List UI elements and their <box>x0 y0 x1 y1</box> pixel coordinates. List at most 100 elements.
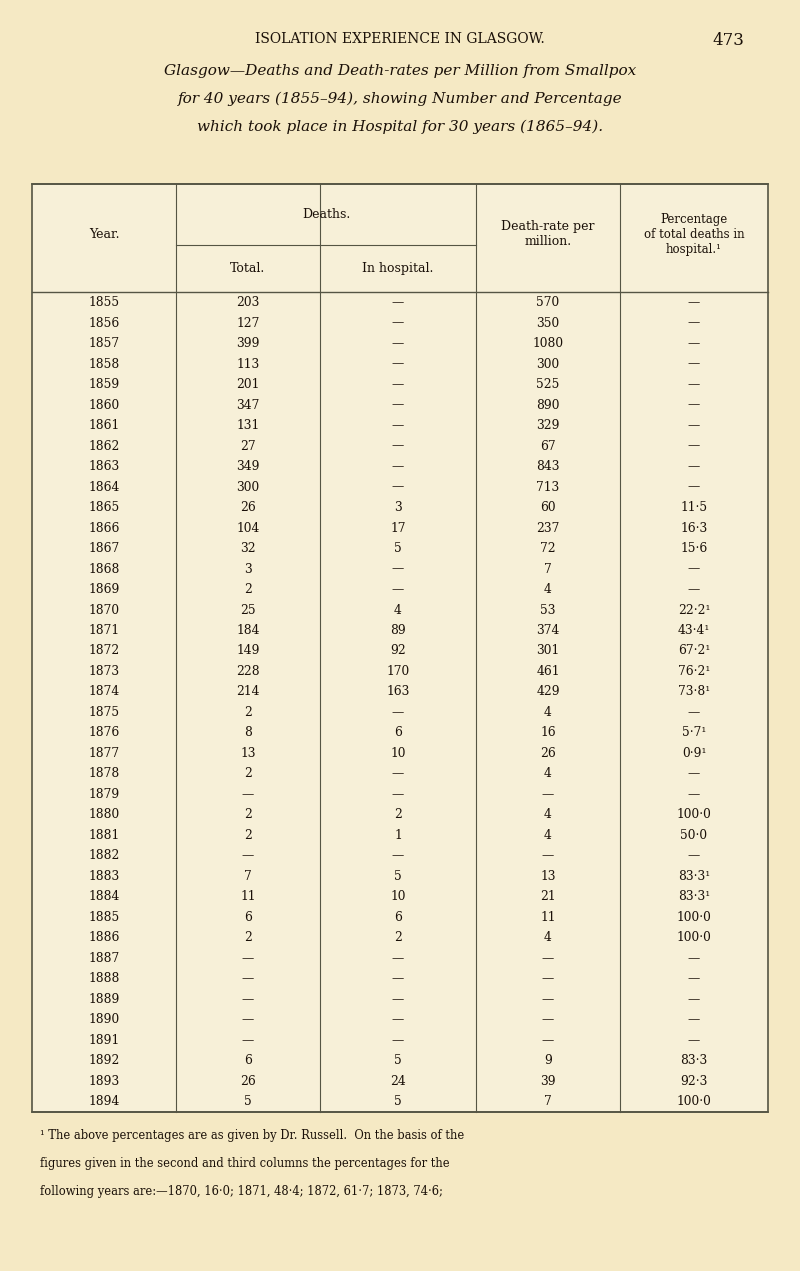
Text: Glasgow—Deaths and Death-rates per Million from Smallpox: Glasgow—Deaths and Death-rates per Milli… <box>164 64 636 78</box>
Text: 1883: 1883 <box>88 869 120 883</box>
Text: 25: 25 <box>240 604 256 616</box>
Text: 2: 2 <box>244 768 252 780</box>
Text: —: — <box>688 440 700 452</box>
Text: 1877: 1877 <box>89 747 119 760</box>
Text: 1862: 1862 <box>88 440 120 452</box>
Text: 149: 149 <box>236 644 260 657</box>
Text: 329: 329 <box>536 419 560 432</box>
Text: 203: 203 <box>236 296 260 309</box>
Text: —: — <box>242 952 254 965</box>
Text: 349: 349 <box>236 460 260 473</box>
Text: 53: 53 <box>540 604 556 616</box>
Text: 347: 347 <box>236 399 260 412</box>
Text: 1866: 1866 <box>88 521 120 535</box>
Text: 1: 1 <box>394 829 402 841</box>
Text: 11: 11 <box>540 911 556 924</box>
Text: —: — <box>392 1013 404 1027</box>
Text: 92·3: 92·3 <box>680 1075 708 1088</box>
Text: —: — <box>392 1033 404 1047</box>
Text: —: — <box>392 337 404 350</box>
Text: 399: 399 <box>236 337 260 350</box>
Text: 92: 92 <box>390 644 406 657</box>
Text: 1892: 1892 <box>88 1055 120 1068</box>
Text: 4: 4 <box>544 932 552 944</box>
Text: 1861: 1861 <box>88 419 120 432</box>
Text: 1882: 1882 <box>88 849 120 863</box>
Text: 1860: 1860 <box>88 399 120 412</box>
Text: —: — <box>688 583 700 596</box>
Text: 11: 11 <box>240 891 256 904</box>
Text: —: — <box>392 419 404 432</box>
Text: 1886: 1886 <box>88 932 120 944</box>
Text: —: — <box>392 480 404 493</box>
Text: 2: 2 <box>394 808 402 821</box>
Text: following years are:—1870, 16·0; 1871, 48·4; 1872, 61·7; 1873, 74·6;: following years are:—1870, 16·0; 1871, 4… <box>40 1185 443 1197</box>
Text: 1887: 1887 <box>88 952 120 965</box>
Text: 2: 2 <box>394 932 402 944</box>
Text: figures given in the second and third columns the percentages for the: figures given in the second and third co… <box>40 1157 450 1169</box>
Text: —: — <box>688 316 700 329</box>
Text: —: — <box>392 460 404 473</box>
Text: 4: 4 <box>544 705 552 719</box>
Text: 4: 4 <box>544 808 552 821</box>
Text: 7: 7 <box>544 1096 552 1108</box>
Text: 39: 39 <box>540 1075 556 1088</box>
Text: 2: 2 <box>244 583 252 596</box>
Text: —: — <box>242 1013 254 1027</box>
Text: —: — <box>242 1033 254 1047</box>
Text: 17: 17 <box>390 521 406 535</box>
Text: 214: 214 <box>236 685 260 699</box>
Text: 374: 374 <box>536 624 560 637</box>
Text: 1876: 1876 <box>88 727 120 740</box>
Text: 131: 131 <box>236 419 260 432</box>
Text: 26: 26 <box>240 1075 256 1088</box>
Text: 473: 473 <box>712 32 744 48</box>
Text: ISOLATION EXPERIENCE IN GLASGOW.: ISOLATION EXPERIENCE IN GLASGOW. <box>255 32 545 46</box>
Text: 5: 5 <box>394 1096 402 1108</box>
Text: —: — <box>242 993 254 1005</box>
Text: 184: 184 <box>236 624 260 637</box>
Text: 4: 4 <box>544 829 552 841</box>
Text: —: — <box>392 440 404 452</box>
Text: Year.: Year. <box>89 228 119 241</box>
Text: 228: 228 <box>236 665 260 677</box>
Text: 100·0: 100·0 <box>677 1096 711 1108</box>
Text: 10: 10 <box>390 747 406 760</box>
Text: 73·8¹: 73·8¹ <box>678 685 710 699</box>
Text: —: — <box>392 357 404 371</box>
Text: 3: 3 <box>244 563 252 576</box>
Text: 6: 6 <box>394 911 402 924</box>
Text: 890: 890 <box>536 399 560 412</box>
Text: 4: 4 <box>544 768 552 780</box>
Text: 1855: 1855 <box>89 296 119 309</box>
Text: 5: 5 <box>394 1055 402 1068</box>
Text: 1874: 1874 <box>88 685 120 699</box>
Text: 6: 6 <box>244 1055 252 1068</box>
Text: 7: 7 <box>544 563 552 576</box>
Text: 9: 9 <box>544 1055 552 1068</box>
Text: —: — <box>392 705 404 719</box>
Text: 1864: 1864 <box>88 480 120 493</box>
Text: 461: 461 <box>536 665 560 677</box>
Text: 60: 60 <box>540 501 556 513</box>
Text: —: — <box>688 1033 700 1047</box>
Text: 4: 4 <box>544 583 552 596</box>
Text: 104: 104 <box>236 521 260 535</box>
Text: 237: 237 <box>536 521 560 535</box>
Text: 5: 5 <box>244 1096 252 1108</box>
Text: —: — <box>688 1013 700 1027</box>
Text: —: — <box>688 399 700 412</box>
Text: —: — <box>688 296 700 309</box>
Text: —: — <box>542 849 554 863</box>
Text: —: — <box>688 952 700 965</box>
Text: which took place in Hospital for 30 years (1865–94).: which took place in Hospital for 30 year… <box>197 119 603 133</box>
Text: Deaths.: Deaths. <box>302 208 350 221</box>
Text: In hospital.: In hospital. <box>362 262 434 276</box>
Text: —: — <box>542 952 554 965</box>
Text: 163: 163 <box>386 685 410 699</box>
Text: 0·9¹: 0·9¹ <box>682 747 706 760</box>
Text: 83·3¹: 83·3¹ <box>678 869 710 883</box>
Text: —: — <box>688 480 700 493</box>
Text: 1885: 1885 <box>88 911 120 924</box>
Text: 13: 13 <box>240 747 256 760</box>
